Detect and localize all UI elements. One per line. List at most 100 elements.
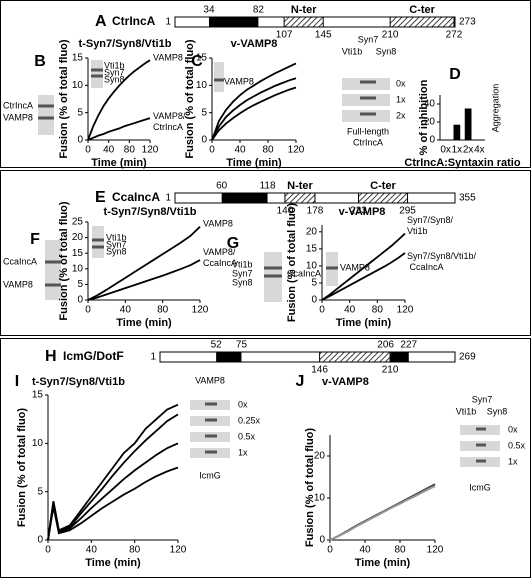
y-tick-label: 0 [319, 535, 325, 546]
series-label: Syn7/Syn8/Vti1b [407, 215, 454, 236]
start-residue: 1 [150, 352, 156, 363]
series-label: 1x [508, 456, 518, 466]
gel-band [264, 274, 282, 278]
series-line [47, 466, 179, 541]
residue-label: 60 [216, 181, 228, 192]
section-frame [0, 338, 531, 578]
end-residue: 269 [459, 352, 476, 363]
panel-letter: I [15, 373, 19, 390]
x-tick-label: 40 [234, 145, 246, 156]
x-axis-label: Time (min) [116, 317, 172, 329]
annotation: Aggregation [490, 84, 500, 133]
series-line [87, 259, 201, 301]
x-tick-label: 120 [397, 305, 414, 316]
y-tick-label: 20 [424, 117, 436, 128]
annotation: VAMP8 [224, 76, 254, 86]
gel-inset [342, 110, 390, 122]
x-tick-label: 120 [142, 145, 159, 156]
protein-name: CtrIncA [112, 14, 156, 28]
gel-inset [342, 94, 390, 106]
panel-letter: E [95, 189, 106, 206]
y-tick-label: 5 [77, 107, 83, 118]
x-tick-label: 4x [474, 145, 485, 156]
series-line [211, 62, 297, 141]
residue-label: 118 [260, 181, 276, 192]
panel-letter: B [34, 53, 46, 70]
residue-label: 145 [315, 30, 332, 41]
series-label: 0.5x [238, 431, 256, 441]
residue-label: 178 [307, 206, 324, 217]
y-axis-label: Fusion (% of total fluo) [304, 428, 316, 547]
annotation: Vti1b [342, 46, 363, 56]
residue-label: 206 [377, 340, 394, 351]
panel-letter: F [30, 231, 40, 248]
x-tick-label: 80 [394, 545, 406, 556]
x-tick-label: 80 [262, 145, 274, 156]
end-residue: 273 [459, 17, 476, 28]
residue-label: 210 [382, 30, 399, 41]
y-tick-label: 20 [306, 226, 318, 237]
x-axis-label: Time (min) [226, 157, 282, 169]
x-tick-label: 120 [170, 545, 187, 556]
series-label: Syn7/Syn8/Vti1b/ CcaIncA [407, 251, 477, 272]
x-axis-label: Time (min) [355, 557, 411, 569]
x-tick-label: 40 [359, 545, 371, 556]
gel-band [205, 434, 217, 438]
y-tick-label: 0 [37, 535, 43, 546]
y-tick-label: 15 [196, 53, 208, 64]
panel-letter: D [449, 66, 461, 83]
series-label: 1x [238, 447, 248, 457]
annotation: Syn8 [232, 277, 253, 287]
series-label: VAMP8/CtrIncA [153, 111, 186, 132]
annotation: Vti1b [106, 232, 127, 242]
y-axis-label: % of inhibition [418, 79, 430, 155]
series-line [47, 403, 179, 541]
annotation: CtrIncA [353, 137, 383, 147]
residue-label: 34 [203, 5, 215, 16]
y-axis-label: Fusion (% of total fluo) [16, 408, 28, 527]
series-line [321, 252, 406, 301]
y-tick-label: 15 [306, 244, 318, 255]
protein-name: CcaIncA [112, 190, 160, 204]
series-line [47, 442, 179, 541]
panel-letter: G [227, 235, 239, 252]
y-tick-label: 20 [72, 232, 84, 243]
annotation: Vti1b [104, 60, 125, 70]
y-tick-label: 0 [311, 295, 317, 306]
gel-band [45, 283, 61, 287]
x-axis-label: Time (min) [85, 557, 141, 569]
gel-inset [214, 62, 224, 92]
chart-title: t-Syn7/Syn8/Vti1b [79, 38, 172, 50]
coiled-coil [358, 192, 409, 204]
y-tick-label: 10 [306, 261, 318, 272]
series-label: 0.25x [238, 415, 261, 425]
series-line [87, 117, 151, 141]
annotation: VAMP8 [340, 262, 370, 272]
series-line [211, 86, 297, 141]
gel-band [92, 238, 104, 242]
chart-title: t-Syn7/Syn8/Vti1b [32, 376, 125, 388]
gel-band [476, 443, 486, 447]
x-tick-label: 1x [452, 145, 463, 156]
residue-label: 227 [400, 340, 417, 351]
gel-band [326, 266, 338, 270]
series-label: 0.5x [508, 440, 526, 450]
gel-inset [92, 226, 104, 258]
series-label: 0x [238, 399, 248, 409]
y-axis-label: Fusion (% of total fluo) [58, 39, 70, 158]
series-line [211, 77, 297, 141]
residue-label: 52 [211, 340, 223, 351]
y-tick-label: 10 [196, 80, 208, 91]
x-tick-label: 0x [440, 145, 451, 156]
residue-label: 210 [382, 365, 399, 376]
x-tick-label: 2x [463, 145, 474, 156]
residue-label: 107 [276, 30, 293, 41]
panel-letter: C [191, 53, 203, 70]
residue-label: 233 [350, 206, 367, 217]
series-label: 2x [396, 110, 406, 120]
y-tick-label: 5 [201, 107, 207, 118]
series-label: 0x [396, 78, 406, 88]
gel-band [214, 78, 224, 82]
gel-band [360, 80, 376, 84]
